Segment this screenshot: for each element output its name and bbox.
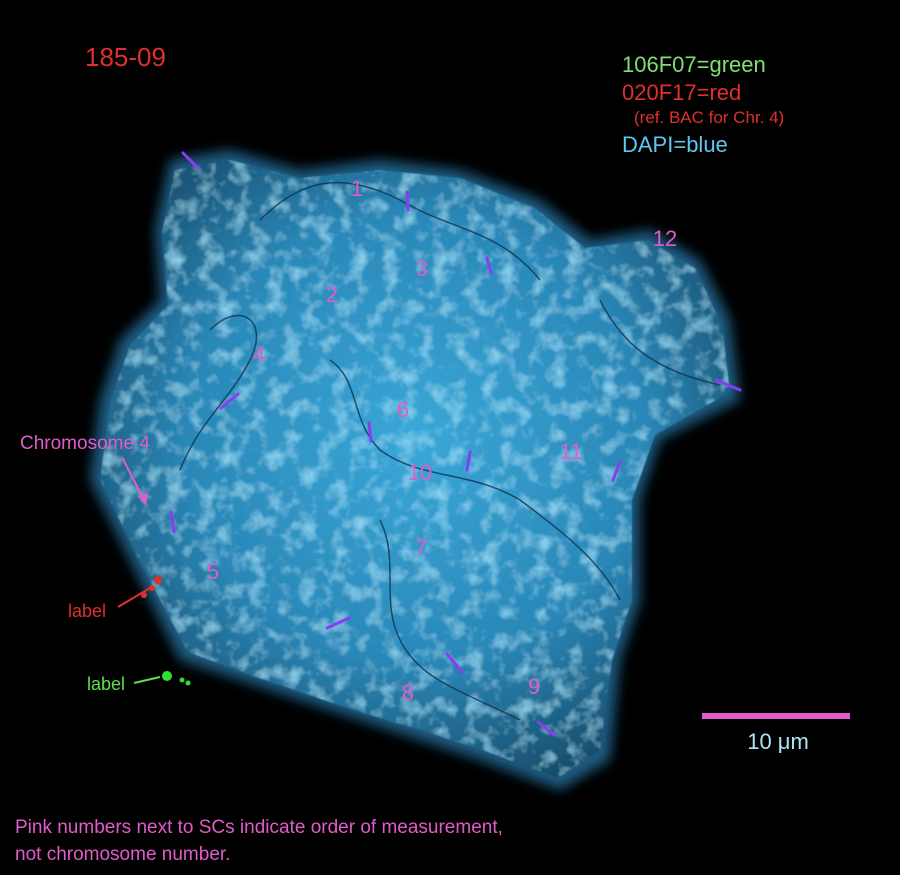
measurement-numbers: 1 2 3 4 5 6 7 8 9 10 11 12 bbox=[207, 176, 677, 705]
chromosome-label: Chromosome 4 bbox=[20, 433, 150, 454]
number: 8 bbox=[402, 680, 414, 705]
note-line: Pink numbers next to SCs indicate order … bbox=[15, 817, 503, 838]
number: 5 bbox=[207, 559, 219, 584]
number: 6 bbox=[397, 397, 409, 422]
red-signal bbox=[141, 576, 162, 598]
number: 10 bbox=[408, 460, 432, 485]
synaptonemal-complexes bbox=[179, 181, 721, 721]
arrow-head bbox=[138, 493, 148, 506]
number: 4 bbox=[253, 342, 265, 367]
red-label: label bbox=[68, 601, 106, 621]
specimen-id: 185-09 bbox=[85, 42, 166, 72]
green-label: label bbox=[87, 674, 125, 694]
number: 9 bbox=[528, 674, 540, 699]
legend-blue: DAPI=blue bbox=[622, 132, 728, 157]
number: 1 bbox=[351, 176, 363, 201]
green-signal bbox=[162, 671, 191, 686]
scale-bar-label: 10 μm bbox=[747, 729, 809, 754]
red-label-line bbox=[117, 587, 151, 608]
number: 11 bbox=[560, 439, 583, 464]
legend-green: 106F07=green bbox=[622, 52, 766, 77]
chromosome-arrow bbox=[121, 456, 145, 501]
green-label-line bbox=[133, 676, 161, 684]
number: 2 bbox=[326, 282, 338, 307]
number: 12 bbox=[653, 226, 677, 251]
scale-bar bbox=[702, 713, 850, 719]
legend-red: 020F17=red bbox=[622, 80, 741, 105]
legend-red-note: (ref. BAC for Chr. 4) bbox=[634, 108, 784, 127]
number: 7 bbox=[415, 535, 427, 560]
number: 3 bbox=[416, 256, 428, 281]
note-line: not chromosome number. bbox=[15, 844, 230, 865]
nucleus bbox=[100, 160, 730, 778]
sc-markers bbox=[169, 151, 742, 737]
